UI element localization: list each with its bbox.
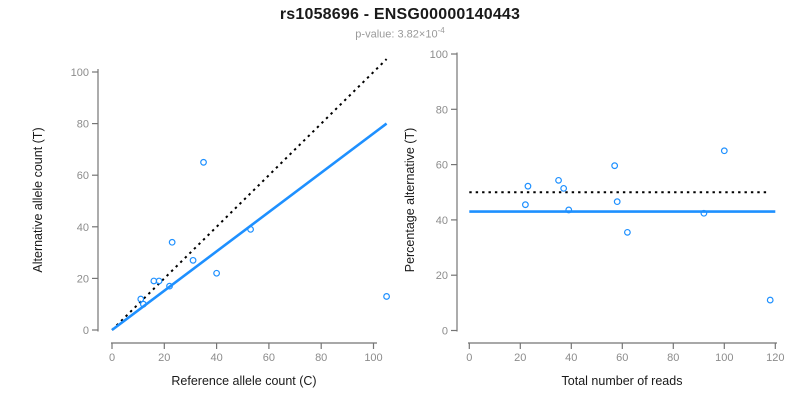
- data-point: [560, 184, 568, 192]
- y-tick-label: 40: [77, 222, 89, 234]
- data-point: [524, 182, 532, 190]
- y-tick-label: 60: [436, 160, 448, 172]
- x-tick-label: 40: [210, 352, 222, 364]
- data-point: [700, 209, 708, 217]
- allele-counts-panel-y-axis-title: Alternative allele count (T): [31, 127, 45, 272]
- x-tick-label: 100: [715, 352, 733, 364]
- data-point: [555, 176, 562, 184]
- data-point: [766, 296, 774, 304]
- data-point: [166, 282, 173, 290]
- x-tick-label: 20: [158, 352, 170, 364]
- y-tick-label: 60: [77, 170, 89, 182]
- data-point: [565, 206, 573, 214]
- x-tick-label: 60: [263, 352, 275, 364]
- data-point: [139, 300, 147, 308]
- data-point: [213, 269, 221, 277]
- y-tick-label: 80: [77, 119, 89, 131]
- y-tick-label: 0: [442, 326, 448, 338]
- y-tick-label: 100: [430, 49, 448, 61]
- x-tick-label: 80: [315, 352, 327, 364]
- data-point: [613, 198, 621, 206]
- data-point: [720, 147, 728, 155]
- x-tick-label: 0: [466, 352, 472, 364]
- x-tick-label: 60: [616, 352, 628, 364]
- percentage-reads-panel-x-axis-title: Total number of reads: [562, 374, 683, 388]
- percentage-reads-panel-y-axis-title: Percentage alternative (T): [403, 128, 417, 273]
- data-point: [624, 228, 631, 236]
- x-tick-label: 100: [364, 352, 382, 364]
- x-tick-label: 40: [565, 352, 577, 364]
- data-point: [189, 256, 197, 264]
- y-tick-label: 20: [436, 270, 448, 282]
- data-point: [247, 225, 254, 233]
- y-tick-label: 20: [77, 273, 89, 285]
- allele-counts-panel-x-axis-title: Reference allele count (C): [171, 374, 316, 388]
- x-tick-label: 120: [766, 352, 784, 364]
- x-tick-label: 20: [514, 352, 526, 364]
- data-point: [137, 295, 145, 303]
- identity-line: [111, 58, 388, 331]
- y-tick-label: 100: [71, 67, 89, 79]
- y-tick-label: 0: [83, 325, 89, 337]
- x-tick-label: 0: [109, 352, 115, 364]
- y-tick-label: 80: [436, 104, 448, 116]
- data-point: [168, 238, 176, 246]
- data-point: [155, 277, 163, 285]
- y-tick-label: 40: [436, 215, 448, 227]
- data-point: [200, 158, 207, 166]
- data-point: [611, 162, 619, 170]
- x-tick-label: 80: [667, 352, 679, 364]
- data-point: [522, 201, 529, 209]
- data-point: [383, 293, 390, 300]
